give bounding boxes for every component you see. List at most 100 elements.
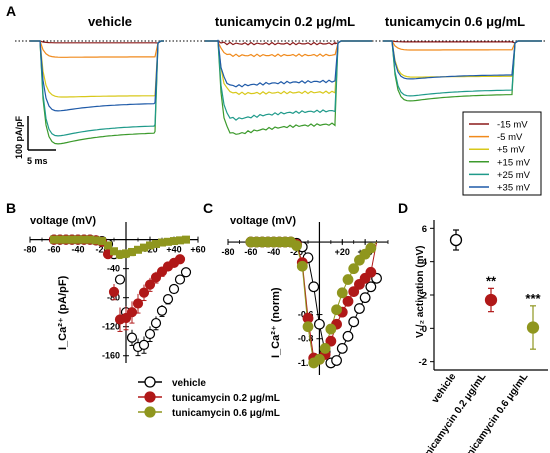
panel-a-legend-box: [462, 111, 542, 196]
panelB-y-tick-label: -120: [102, 322, 120, 332]
trace-2-4: [383, 40, 542, 97]
panelB-point-0: [162, 294, 174, 305]
panel-d-y-tick-label: -2: [419, 357, 427, 368]
panelC-point-1: [365, 266, 377, 278]
panelC-point-0: [365, 281, 377, 293]
panel-c-y-title: I_Ca²⁺ (norm): [270, 287, 282, 358]
panel-d-y-tick-label: 6: [422, 224, 427, 235]
panel-d-point: [449, 233, 463, 247]
panelB-point-1: [150, 272, 162, 283]
panelB-point-1: [108, 286, 120, 297]
legend-b-marker: [144, 376, 156, 388]
panelB-point-2: [98, 237, 106, 246]
panel-a-legend: -15 mV-5 mV +5 mV+15 mV +25 mV +35 mV: [469, 120, 531, 194]
panelC-point-2: [296, 260, 308, 272]
panelB-point-1: [174, 254, 186, 265]
panel-b-x-title: voltage (mV): [30, 215, 96, 227]
panel-b-legend: vehicle tunicamycin 0.2 μg/mL tunicamycin …: [138, 376, 280, 419]
panelB-point-1: [126, 307, 138, 318]
trace-0-3: [30, 40, 164, 145]
panelC-point-2: [302, 321, 314, 333]
panel-d-y-tick-label: 0: [422, 324, 427, 335]
trace-0-4: [30, 40, 164, 137]
panelC-point-1: [325, 335, 337, 347]
legend-b-marker: [144, 391, 156, 403]
trace-2-3: [383, 40, 542, 102]
trace-1-1: [205, 40, 372, 58]
panel-d-y-tick-label: 4: [422, 257, 428, 268]
legend-a-label: -15 mV: [497, 120, 528, 131]
panelB-x-tick-label: -40: [71, 245, 84, 255]
scale-bar-x-label: 5 ms: [27, 156, 48, 166]
panelC-point-0: [359, 292, 371, 304]
panelC-x-tick-label: +20: [335, 247, 350, 257]
panelB-point-2: [182, 235, 190, 244]
trace-1-5: [205, 39, 372, 88]
panel-d-category-label: vehicle: [430, 371, 459, 405]
trace-1-3: [205, 40, 372, 135]
trace-0-0: [30, 40, 164, 44]
trace-1-4: [205, 40, 372, 121]
panelB-point-0: [114, 274, 126, 285]
panelC-point-0: [336, 343, 348, 354]
trace-0-1: [30, 40, 164, 58]
panelC-point-2: [291, 240, 302, 252]
legend-a-label: +35 mV: [497, 183, 531, 194]
panel-c-plot: -80-60-40-20+20+40-0.6-0.8-1.0: [221, 222, 389, 375]
panelB-point-2: [104, 241, 112, 250]
panel-b-y-title: I_Ca²⁺ (pA/pF): [57, 275, 69, 350]
panel-a-title-tm02: tunicamycin 0.2 μg/mL: [215, 14, 355, 29]
panelC-x-tick-label: -20: [290, 247, 303, 257]
panelB-x-tick-label: -20: [95, 245, 108, 255]
panel-d-significance: **: [486, 273, 497, 288]
panelB-y-tick-label: -80: [107, 293, 120, 303]
legend-a-label: +15 mV: [497, 157, 531, 168]
panelC-x-tick-label: -60: [244, 247, 257, 257]
panelB-point-0: [144, 328, 156, 340]
trace-1-0: [205, 40, 372, 46]
panel-a-title-vehicle: vehicle: [88, 14, 132, 29]
panelC-point-2: [336, 287, 348, 299]
panelC-x-tick-label: -40: [267, 247, 280, 257]
panelB-y-tick-label: -40: [107, 264, 120, 274]
panelB-point-0: [168, 283, 180, 295]
trace-0-5: [30, 40, 164, 112]
panelB-y-tick-label: -160: [102, 351, 120, 361]
panelC-point-2: [319, 343, 331, 354]
scale-bar-y-label: 100 pA/pF: [14, 115, 24, 159]
panelC-point-0: [314, 318, 325, 330]
panelC-point-1: [348, 286, 360, 298]
trace-2-0: [383, 40, 542, 44]
panelC-point-2: [314, 353, 325, 365]
panelC-point-2: [331, 304, 342, 316]
panelC-point-0: [331, 355, 342, 366]
panelC-point-2: [342, 274, 354, 285]
panelB-x-tick-label: +20: [142, 245, 157, 255]
trace-2-5: [383, 40, 542, 80]
panelC-point-0: [342, 330, 354, 342]
legend-b-label: vehicle: [172, 378, 206, 389]
panelC-point-2: [325, 323, 337, 335]
panel-a-title-tm06: tunicamycin 0.6 μg/mL: [385, 14, 525, 29]
panel-d-point: [484, 293, 498, 307]
panel-letter-c: C: [203, 200, 213, 216]
panel-d-y-title: V₁/₂ activation (mV): [415, 246, 426, 339]
legend-b-marker: [144, 406, 156, 418]
panel-d-point: [526, 321, 540, 334]
panelB-point-1: [120, 312, 132, 324]
panelC-x-tick-label: -80: [221, 247, 234, 257]
panelC-point-2: [365, 242, 377, 254]
panelC-point-0: [354, 303, 365, 314]
panelB-x-tick-label: +60: [190, 245, 205, 255]
panelB-point-0: [156, 305, 168, 316]
panelC-point-2: [348, 263, 360, 275]
legend-a-label: -5 mV: [497, 132, 523, 143]
panel-b-plot: -80 -60 -40 -20 +20 +40 +60 -40 -80 -120 -160: [23, 222, 206, 363]
panelC-point-1: [342, 295, 354, 307]
trace-1-2: [205, 40, 372, 96]
panel-letter-a: A: [6, 3, 16, 19]
panelC-point-0: [308, 281, 320, 293]
panel-d-significance: ***: [525, 291, 541, 306]
legend-b-label: tunicamycin 0.6 μg/mL: [172, 408, 280, 419]
panelB-point-0: [138, 339, 150, 350]
